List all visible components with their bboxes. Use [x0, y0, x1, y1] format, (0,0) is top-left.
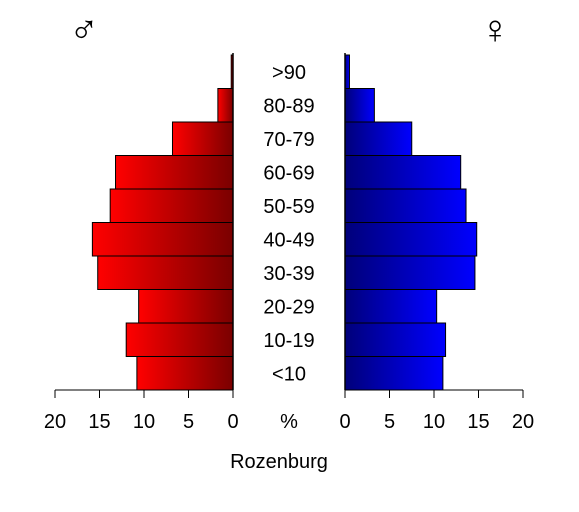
- age-group-label: 10-19: [263, 330, 314, 352]
- female-bar-7: [344, 121, 413, 156]
- female-bar-6: [344, 155, 462, 190]
- female-bars: [344, 53, 478, 391]
- axis-tick-label: 0: [339, 411, 350, 433]
- male-bar-6: [115, 155, 234, 190]
- female-bar-8: [344, 88, 375, 123]
- male-bar-2: [138, 289, 234, 324]
- age-group-label: 60-69: [263, 162, 314, 184]
- age-group-label: 50-59: [263, 196, 314, 218]
- axis-tick-label: 20: [512, 411, 534, 433]
- unit-label: %: [280, 411, 298, 433]
- female-bar-5: [344, 188, 467, 223]
- age-group-label: <10: [272, 363, 306, 385]
- axis-tick-label: 10: [133, 411, 155, 433]
- male-bar-1: [125, 322, 234, 357]
- male-axis: 20 15 10 5 0: [44, 389, 239, 433]
- male-bar-4: [91, 222, 234, 257]
- age-group-label: 80-89: [263, 95, 314, 117]
- female-symbol-icon: ♀: [480, 8, 510, 52]
- age-group-label: >90: [272, 62, 306, 84]
- female-axis: 0 5 10 15 20: [339, 389, 534, 433]
- age-group-label: 70-79: [263, 129, 314, 151]
- chart-title: Rozenburg: [230, 451, 328, 473]
- female-bar-3: [344, 255, 476, 290]
- female-bar-0: [344, 356, 444, 391]
- axis-tick-label: 20: [44, 411, 66, 433]
- male-bar-0: [136, 356, 234, 391]
- male-bar-3: [97, 255, 234, 290]
- female-bar-1: [344, 322, 447, 357]
- male-bar-8: [217, 88, 234, 123]
- male-symbol-icon: ♂: [69, 8, 99, 52]
- male-bars: [91, 53, 234, 391]
- axis-tick-label: 10: [423, 411, 445, 433]
- axis-tick-label: 5: [183, 411, 194, 433]
- axis-tick-label: 0: [227, 411, 238, 433]
- age-group-label: 40-49: [263, 229, 314, 251]
- axis-tick-label: 5: [384, 411, 395, 433]
- axis-tick-label: 15: [88, 411, 110, 433]
- female-bar-4: [344, 222, 478, 257]
- age-group-labels: <10 10-19 20-29 30-39 40-49 50-59 60-69 70-79 80…: [263, 62, 314, 386]
- male-bar-7: [171, 121, 234, 156]
- age-group-label: 30-39: [263, 263, 314, 285]
- female-bar-2: [344, 289, 438, 324]
- axis-tick-label: 15: [467, 411, 489, 433]
- age-group-label: 20-29: [263, 296, 314, 318]
- male-bar-5: [109, 188, 234, 223]
